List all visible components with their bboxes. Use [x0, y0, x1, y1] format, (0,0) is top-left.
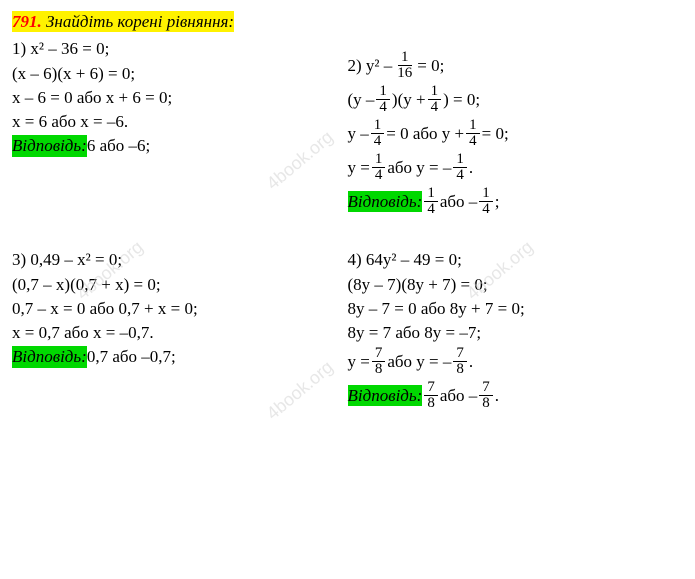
frac-1-4: 1 4 — [466, 118, 480, 149]
p2-line3: y – 1 4 = 0 або y + 1 4 = 0; — [348, 118, 684, 149]
frac-den: 8 — [424, 396, 438, 411]
answer-label: Відповідь: — [348, 191, 423, 212]
p3-line1: 3) 0,49 – x² = 0; — [12, 249, 348, 270]
frac-den: 4 — [453, 168, 467, 183]
frac-1-4: 1 4 — [453, 152, 467, 183]
frac-num: 7 — [453, 346, 467, 362]
frac-den: 8 — [372, 362, 386, 377]
p2-l2b: )(y + — [392, 89, 426, 110]
frac-num: 1 — [398, 50, 412, 66]
p2-line4: y = 1 4 або y = – 1 4 . — [348, 152, 684, 183]
problem-2: 2) y² – 1 16 = 0; (y – 1 4 )(y + 1 4 ) =… — [348, 35, 684, 220]
p4-ansb: або – — [440, 385, 477, 406]
frac-num: 1 — [376, 84, 390, 100]
frac-num: 1 — [428, 84, 442, 100]
frac-den: 4 — [428, 100, 442, 115]
p4-line1: 4) 64y² – 49 = 0; — [348, 249, 684, 270]
frac-den: 4 — [424, 202, 438, 217]
p4-line4: 8y = 7 або 8y = –7; — [348, 322, 684, 343]
answer-label: Відповідь: — [12, 346, 87, 367]
frac-num: 7 — [372, 346, 386, 362]
p2-l3c: = 0; — [482, 123, 509, 144]
p1-line4: x = 6 або x = –6. — [12, 111, 348, 132]
frac-den: 4 — [371, 134, 385, 149]
p1-line1: 1) x² – 36 = 0; — [12, 38, 348, 59]
frac-1-16: 1 16 — [394, 50, 415, 81]
frac-num: 1 — [453, 152, 467, 168]
frac-den: 8 — [453, 362, 467, 377]
p2-l4a: y = — [348, 157, 370, 178]
p3-answer: Відповідь: 0,7 або –0,7; — [12, 346, 348, 367]
p4-line2: (8y – 7)(8y + 7) = 0; — [348, 274, 684, 295]
p2-l4c: . — [469, 157, 473, 178]
frac-den: 4 — [372, 168, 386, 183]
problem-3: 3) 0,49 – x² = 0; (0,7 – x)(0,7 + x) = 0… — [12, 246, 348, 414]
p2-line1: 2) y² – 1 16 = 0; — [348, 50, 684, 81]
frac-7-8: 7 8 — [479, 380, 493, 411]
p2-l2a: (y – — [348, 89, 375, 110]
problem-1: 1) x² – 36 = 0; (x – 6)(x + 6) = 0; x – … — [12, 35, 348, 220]
frac-7-8: 7 8 — [372, 346, 386, 377]
frac-num: 1 — [424, 186, 438, 202]
frac-1-4: 1 4 — [372, 152, 386, 183]
frac-1-4: 1 4 — [428, 84, 442, 115]
frac-num: 1 — [372, 152, 386, 168]
frac-num: 7 — [479, 380, 493, 396]
frac-7-8: 7 8 — [424, 380, 438, 411]
p2-l3b: = 0 або y + — [386, 123, 464, 144]
task-number: 791. — [12, 12, 42, 31]
frac-1-4: 1 4 — [376, 84, 390, 115]
p2-ansc: ; — [495, 191, 500, 212]
p4-l5a: y = — [348, 351, 370, 372]
p2-ansb: або – — [440, 191, 477, 212]
p3-line2: (0,7 – x)(0,7 + x) = 0; — [12, 274, 348, 295]
row-bottom: 3) 0,49 – x² = 0; (0,7 – x)(0,7 + x) = 0… — [12, 246, 683, 414]
frac-7-8: 7 8 — [453, 346, 467, 377]
answer-text: 0,7 або –0,7; — [87, 346, 176, 367]
frac-1-4: 1 4 — [424, 186, 438, 217]
p2-l1b: = 0; — [417, 55, 444, 76]
p2-line2: (y – 1 4 )(y + 1 4 ) = 0; — [348, 84, 684, 115]
p2-answer: Відповідь: 1 4 або – 1 4 ; — [348, 186, 684, 217]
problem-4: 4) 64y² – 49 = 0; (8y – 7)(8y + 7) = 0; … — [348, 246, 684, 414]
p2-l2c: ) = 0; — [443, 89, 480, 110]
p4-answer: Відповідь: 7 8 або – 7 8 . — [348, 380, 684, 411]
frac-1-4: 1 4 — [479, 186, 493, 217]
row-top: 1) x² – 36 = 0; (x – 6)(x + 6) = 0; x – … — [12, 35, 683, 220]
p2-l1a: 2) y² – — [348, 55, 393, 76]
p3-line3: 0,7 – x = 0 або 0,7 + x = 0; — [12, 298, 348, 319]
task-title: Знайдіть корені рівняння: — [46, 12, 234, 31]
answer-text: 6 або –6; — [87, 135, 150, 156]
p2-l3a: y – — [348, 123, 369, 144]
p4-ansc: . — [495, 385, 499, 406]
frac-den: 4 — [466, 134, 480, 149]
frac-num: 1 — [479, 186, 493, 202]
frac-den: 4 — [479, 202, 493, 217]
p4-l5b: або y = – — [387, 351, 451, 372]
frac-num: 1 — [466, 118, 480, 134]
p1-line3: x – 6 = 0 або x + 6 = 0; — [12, 87, 348, 108]
task-header: 791. Знайдіть корені рівняння: — [12, 11, 683, 32]
frac-num: 1 — [371, 118, 385, 134]
frac-num: 7 — [424, 380, 438, 396]
p1-line2: (x – 6)(x + 6) = 0; — [12, 63, 348, 84]
p1-answer: Відповідь: 6 або –6; — [12, 135, 348, 156]
answer-label: Відповідь: — [12, 135, 87, 156]
frac-den: 8 — [479, 396, 493, 411]
frac-den: 16 — [394, 66, 415, 81]
frac-den: 4 — [376, 100, 390, 115]
p4-line3: 8y – 7 = 0 або 8y + 7 = 0; — [348, 298, 684, 319]
p4-line5: y = 7 8 або y = – 7 8 . — [348, 346, 684, 377]
p3-line4: x = 0,7 або x = –0,7. — [12, 322, 348, 343]
answer-label: Відповідь: — [348, 385, 423, 406]
p2-l4b: або y = – — [387, 157, 451, 178]
p4-l5c: . — [469, 351, 473, 372]
frac-1-4: 1 4 — [371, 118, 385, 149]
